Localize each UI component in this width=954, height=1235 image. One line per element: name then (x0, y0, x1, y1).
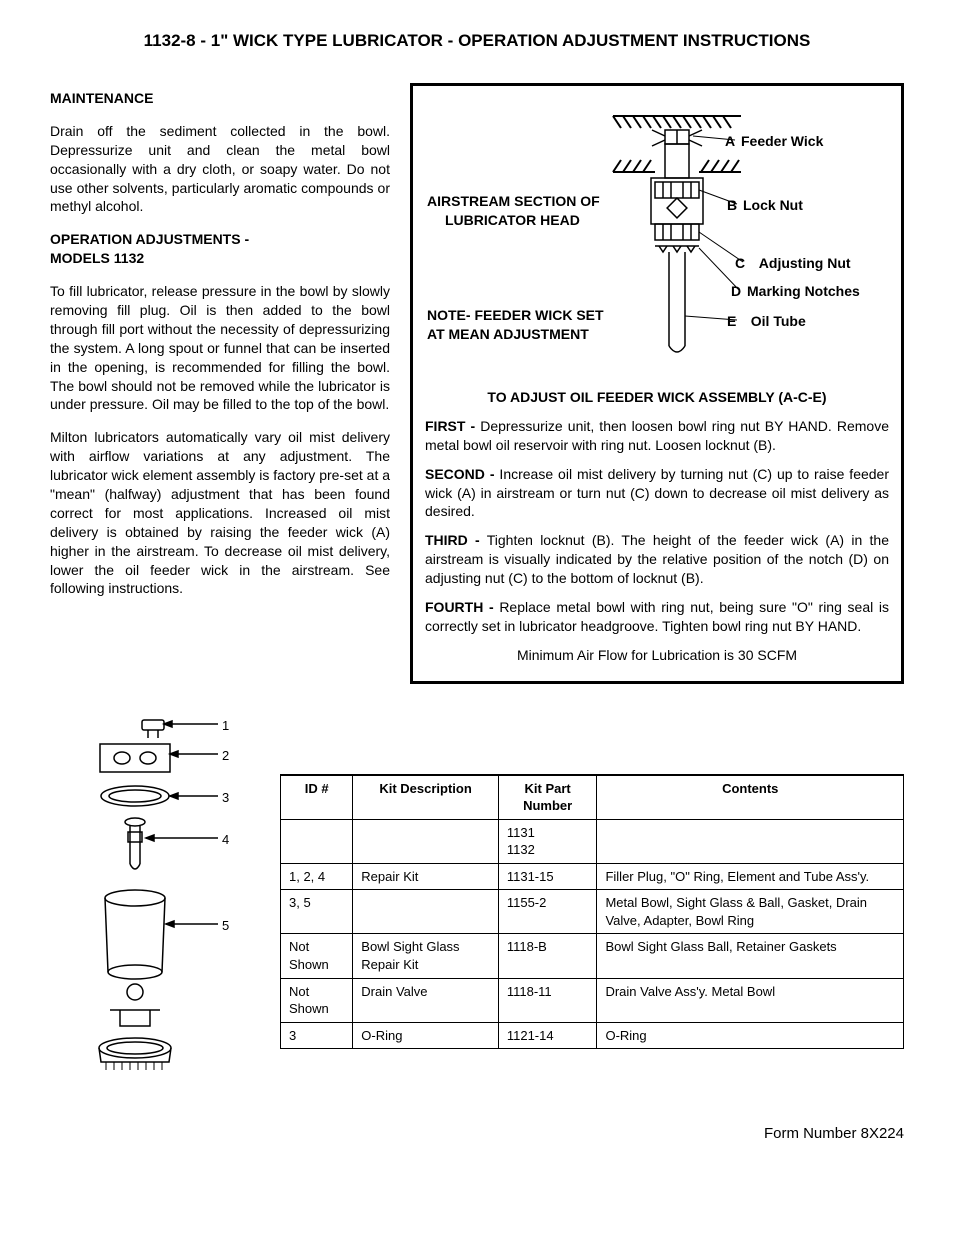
table-cell (353, 819, 499, 863)
step-third: THIRD - Tighten locknut (B). The height … (425, 531, 889, 588)
table-row: 11311132 (281, 819, 904, 863)
label-letter-e: E (727, 312, 743, 331)
table-row: 1, 2, 4Repair Kit1131-15Filler Plug, "O"… (281, 863, 904, 890)
note-label-1: NOTE- FEEDER WICK SET (427, 307, 604, 323)
label-letter-a: A (725, 132, 741, 151)
table-cell (597, 819, 904, 863)
parts-table: ID # Kit Description Kit Part Number Con… (280, 774, 904, 1050)
label-e: Oil Tube (751, 313, 806, 329)
table-cell: Not Shown (281, 934, 353, 978)
table-row: Not ShownDrain Valve1118-11Drain Valve A… (281, 978, 904, 1022)
opadj-p2: Milton lubricators automatically vary oi… (50, 428, 390, 598)
table-cell: O-Ring (597, 1022, 904, 1049)
table-cell: Not Shown (281, 978, 353, 1022)
table-cell: Drain Valve (353, 978, 499, 1022)
airstream-label-1: AIRSTREAM SECTION OF (427, 193, 600, 209)
table-cell: Repair Kit (353, 863, 499, 890)
label-c: Adjusting Nut (759, 255, 851, 271)
exploded-label-3: 3 (222, 789, 229, 807)
label-b: Lock Nut (743, 197, 803, 213)
table-cell: 1131-15 (498, 863, 597, 890)
label-letter-b: B (727, 196, 743, 215)
table-cell: Drain Valve Ass'y. Metal Bowl (597, 978, 904, 1022)
table-header-row: ID # Kit Description Kit Part Number Con… (281, 775, 904, 820)
opadj-p1: To fill lubricator, release pressure in … (50, 282, 390, 414)
table-cell: 1121-14 (498, 1022, 597, 1049)
diagram-box: AIRSTREAM SECTION OF LUBRICATOR HEAD NOT… (410, 83, 904, 684)
th-contents: Contents (597, 775, 904, 820)
th-partnum: Kit Part Number (498, 775, 597, 820)
label-letter-c: C (735, 254, 751, 273)
maintenance-body: Drain off the sediment collected in the … (50, 122, 390, 216)
step-first: FIRST - Depressurize unit, then loosen b… (425, 417, 889, 455)
exploded-label-4: 4 (222, 831, 229, 849)
step-fourth: FOURTH - Replace metal bowl with ring nu… (425, 598, 889, 636)
table-cell: O-Ring (353, 1022, 499, 1049)
exploded-label-1: 1 (222, 717, 229, 735)
note-label-2: AT MEAN ADJUSTMENT (427, 326, 589, 342)
table-row: 3, 5 1155-2Metal Bowl, Sight Glass & Ball… (281, 890, 904, 934)
lubricator-diagram: AIRSTREAM SECTION OF LUBRICATOR HEAD NOT… (425, 96, 889, 376)
adjust-title: TO ADJUST OIL FEEDER WICK ASSEMBLY (A-C-… (425, 388, 889, 407)
table-cell: Bowl Sight Glass Ball, Retainer Gaskets (597, 934, 904, 978)
airstream-label-2: LUBRICATOR HEAD (427, 212, 580, 228)
label-a: Feeder Wick (741, 133, 823, 149)
opadj-heading-1: OPERATION ADJUSTMENTS - (50, 230, 390, 249)
table-row: Not ShownBowl Sight Glass Repair Kit1118… (281, 934, 904, 978)
th-id: ID # (281, 775, 353, 820)
table-cell: 1, 2, 4 (281, 863, 353, 890)
table-cell: Bowl Sight Glass Repair Kit (353, 934, 499, 978)
table-cell: 1118-11 (498, 978, 597, 1022)
table-cell (281, 819, 353, 863)
label-letter-d: D (731, 282, 747, 301)
exploded-label-2: 2 (222, 747, 229, 765)
table-row: 3O-Ring1121-14O-Ring (281, 1022, 904, 1049)
exploded-diagram: 1 2 3 4 5 (50, 714, 250, 1094)
table-cell: 11311132 (498, 819, 597, 863)
exploded-label-5: 5 (222, 917, 229, 935)
table-cell: 1155-2 (498, 890, 597, 934)
th-desc: Kit Description (353, 775, 499, 820)
min-airflow: Minimum Air Flow for Lubrication is 30 S… (425, 646, 889, 665)
table-cell: 3, 5 (281, 890, 353, 934)
opadj-heading-2: MODELS 1132 (50, 249, 390, 268)
table-cell: Filler Plug, "O" Ring, Element and Tube … (597, 863, 904, 890)
step-second: SECOND - Increase oil mist delivery by t… (425, 465, 889, 522)
label-d: Marking Notches (747, 283, 860, 299)
form-number: Form Number 8X224 (50, 1124, 904, 1144)
maintenance-heading: MAINTENANCE (50, 89, 390, 108)
table-cell: 3 (281, 1022, 353, 1049)
table-cell (353, 890, 499, 934)
table-cell: 1118-B (498, 934, 597, 978)
page-title: 1132-8 - 1" WICK TYPE LUBRICATOR - OPERA… (50, 30, 904, 53)
table-cell: Metal Bowl, Sight Glass & Ball, Gasket, … (597, 890, 904, 934)
